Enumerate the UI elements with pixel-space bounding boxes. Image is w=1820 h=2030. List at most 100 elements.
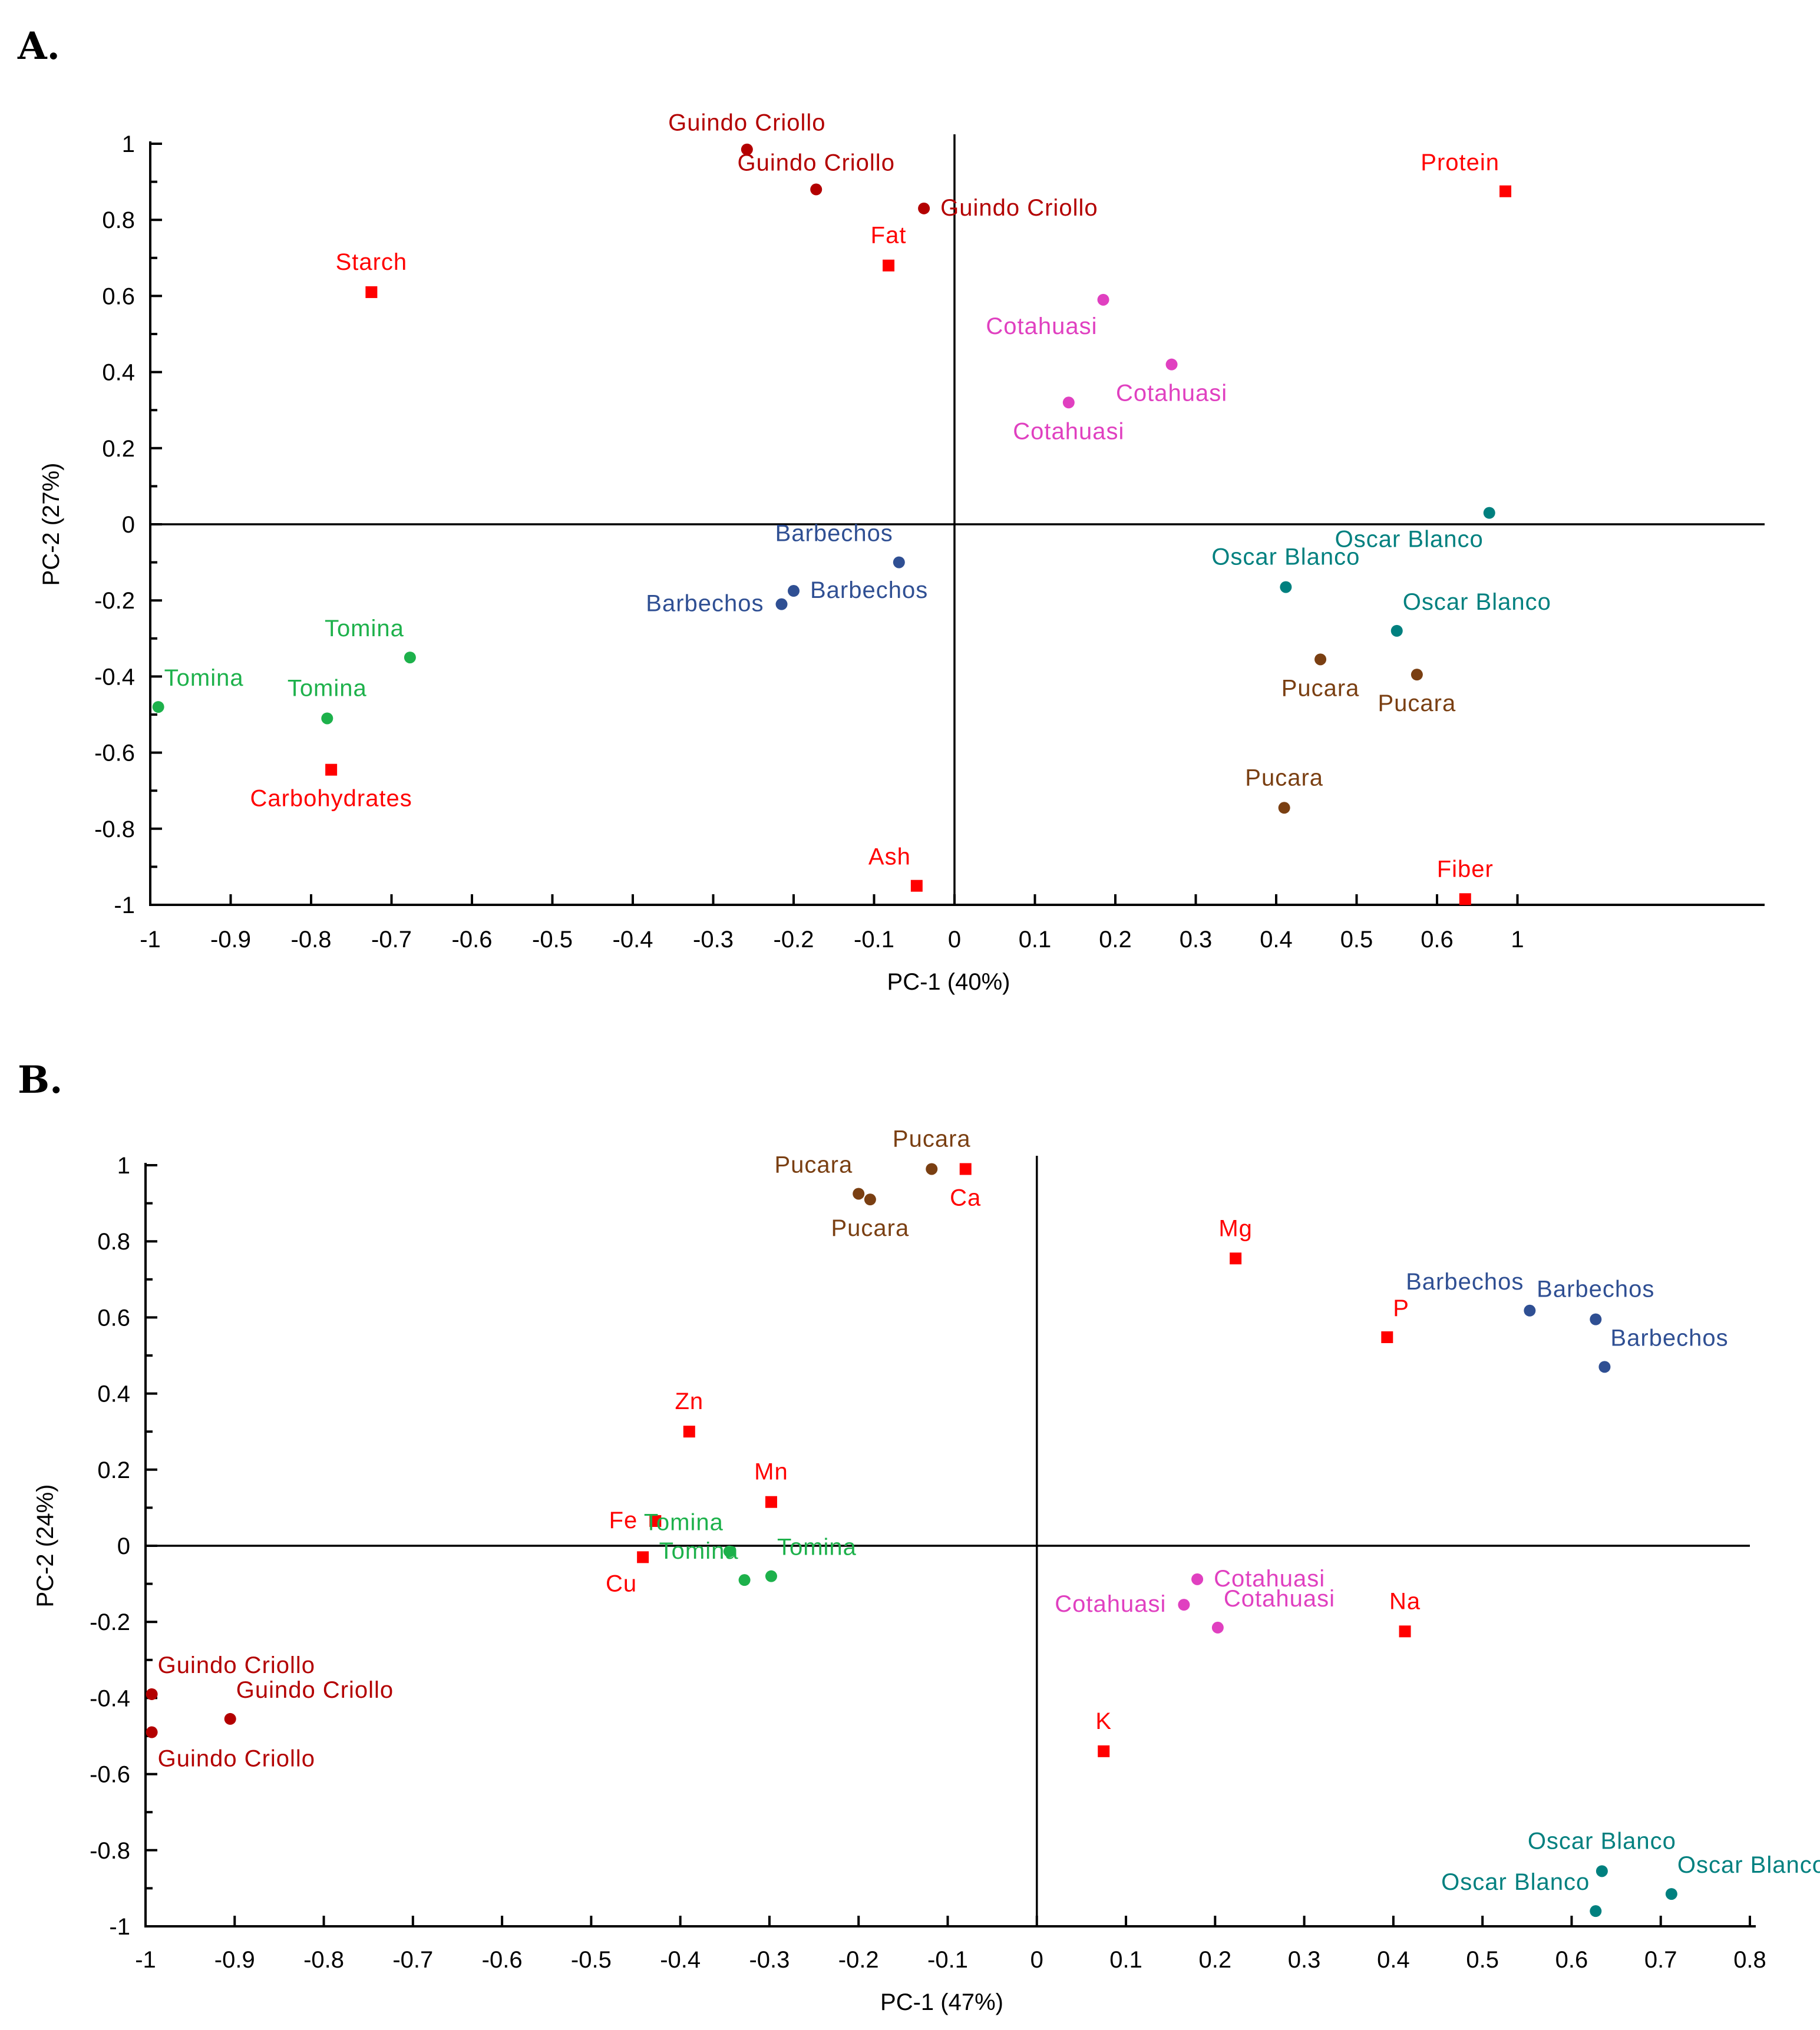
y-tick-label: -1 — [114, 892, 135, 918]
sample-point-barbechos — [893, 556, 905, 568]
point-label-p: P — [1393, 1295, 1409, 1321]
point-label-oscar-blanco: Oscar Blanco — [1441, 1869, 1590, 1895]
sample-point-guindo-criollo — [810, 183, 823, 196]
x-tick-label: 0.3 — [1180, 927, 1213, 953]
point-label-guindo-criollo: Guindo Criollo — [158, 1652, 315, 1678]
y-tick-label: -0.4 — [90, 1685, 130, 1711]
sample-point-cotahuasi — [1191, 1573, 1204, 1585]
point-label-zn: Zn — [675, 1388, 703, 1414]
sample-point-guindo-criollo — [918, 202, 930, 214]
point-label-guindo-criollo: Guindo Criollo — [737, 150, 894, 176]
point-label-cotahuasi: Cotahuasi — [1116, 381, 1227, 406]
point-label-pucara: Pucara — [1245, 765, 1323, 791]
variable-marker-fe — [649, 1515, 662, 1528]
x-tick-label: 0.4 — [1260, 927, 1293, 953]
sample-point-oscar-blanco — [1590, 1905, 1602, 1917]
y-tick-label: 0.6 — [102, 283, 135, 309]
y-tick-label: -0.4 — [94, 664, 135, 690]
point-label-oscar-blanco: Oscar Blanco — [1677, 1852, 1820, 1878]
sample-point-tomina — [404, 652, 416, 664]
variable-marker-fiber — [1459, 893, 1471, 905]
sample-point-pucara — [1278, 802, 1290, 814]
x-tick-label: -0.3 — [749, 1947, 790, 1973]
y-tick-label: -0.6 — [90, 1762, 130, 1788]
panel-b-score-plot: B. -1 -0.9 -0.8 -0.7 -0.6 -0.5 -0.4 -0.3 -0.2 -0.… — [18, 1058, 1820, 2015]
x-tick-label: -0.7 — [392, 1947, 433, 1973]
point-label-barbechos: Barbechos — [646, 591, 764, 617]
point-label-pucara: Pucara — [774, 1152, 853, 1178]
variable-marker-cu — [637, 1551, 649, 1563]
point-label-oscar-blanco: Oscar Blanco — [1335, 527, 1484, 553]
point-label-starch: Starch — [336, 249, 408, 275]
point-label-oscar-blanco: Oscar Blanco — [1403, 589, 1551, 615]
point-label-barbechos: Barbechos — [775, 521, 893, 547]
sample-point-tomina — [152, 701, 164, 713]
point-label-na: Na — [1389, 1588, 1421, 1614]
sample-point-cotahuasi — [1165, 358, 1178, 371]
point-label-barbechos: Barbechos — [1610, 1325, 1728, 1351]
x-tick-label: 0.6 — [1555, 1947, 1588, 1973]
y-tick-label: 0.4 — [97, 1381, 130, 1407]
y-tick-label: -0.8 — [90, 1838, 130, 1864]
sample-point-cotahuasi — [1178, 1599, 1190, 1611]
sample-point-pucara — [864, 1193, 876, 1206]
x-tick-label: -0.8 — [303, 1947, 344, 1973]
sample-point-oscar-blanco — [1596, 1865, 1608, 1877]
x-tick-label: -0.2 — [838, 1947, 879, 1973]
sample-point-barbechos — [1524, 1304, 1536, 1317]
variable-marker-mg — [1230, 1252, 1242, 1265]
y-tick-label: 1 — [122, 131, 135, 157]
variable-marker-na — [1399, 1625, 1411, 1638]
point-label-ca: Ca — [950, 1185, 981, 1211]
point-label-cotahuasi: Cotahuasi — [986, 313, 1097, 339]
point-label-tomina: Tomina — [659, 1538, 739, 1564]
sample-point-cotahuasi — [1211, 1621, 1224, 1634]
point-label-cotahuasi: Cotahuasi — [1224, 1586, 1335, 1612]
point-label-fiber: Fiber — [1437, 856, 1494, 882]
sample-point-tomina — [738, 1574, 751, 1586]
panel-b-letter: B. — [18, 1058, 62, 1102]
point-label-tomina: Tomina — [164, 665, 244, 691]
y-tick-label: -0.8 — [94, 816, 135, 842]
point-label-cotahuasi: Cotahuasi — [1013, 418, 1124, 444]
x-axis-title: PC-1 (47%) — [880, 1989, 1003, 2015]
x-tick-label: -0.7 — [371, 927, 412, 953]
sample-point-tomina — [723, 1545, 735, 1558]
sample-point-pucara — [1411, 669, 1423, 681]
x-tick-label: 0 — [1030, 1947, 1043, 1973]
sample-point-barbechos — [788, 585, 800, 597]
sample-point-tomina — [765, 1570, 777, 1582]
y-tick-label: 0 — [122, 512, 135, 538]
x-tick-label: 0.5 — [1466, 1947, 1499, 1973]
point-label-k: K — [1095, 1708, 1112, 1734]
point-label-tomina: Tomina — [777, 1535, 857, 1560]
point-label-oscar-blanco: Oscar Blanco — [1528, 1828, 1676, 1854]
x-tick-label: 0.6 — [1421, 927, 1454, 953]
x-tick-label: -0.1 — [927, 1947, 968, 1973]
x-tick-label: 0 — [948, 927, 961, 953]
sample-point-pucara — [853, 1188, 865, 1200]
x-tick-label: 0.5 — [1340, 927, 1373, 953]
variable-marker-ash — [910, 880, 923, 892]
point-label-mg: Mg — [1218, 1215, 1253, 1241]
y-tick-label: 0.4 — [102, 360, 135, 386]
sample-point-barbechos — [1598, 1361, 1611, 1373]
y-tick-label: 0.8 — [97, 1229, 130, 1255]
point-label-guindo-criollo: Guindo Criollo — [940, 195, 1098, 221]
point-label-mn: Mn — [754, 1459, 788, 1485]
variable-marker-zn — [683, 1426, 695, 1438]
y-tick-label: -1 — [109, 1914, 130, 1940]
sample-point-cotahuasi — [1097, 293, 1109, 306]
sample-point-barbechos — [775, 598, 788, 610]
sample-point-oscar-blanco — [1280, 581, 1292, 593]
point-label-guindo-criollo: Guindo Criollo — [668, 110, 825, 136]
x-tick-label: 0.3 — [1288, 1947, 1321, 1973]
x-tick-label: 1 — [1511, 927, 1524, 953]
sample-point-guindo-criollo — [146, 1726, 158, 1738]
y-tick-label: 1 — [117, 1153, 130, 1179]
x-tick-label: 0.2 — [1099, 927, 1132, 953]
point-label-oscar-blanco: Oscar Blanco — [1211, 544, 1360, 570]
y-tick-label: -0.6 — [94, 740, 135, 766]
point-label-fat: Fat — [871, 223, 907, 249]
